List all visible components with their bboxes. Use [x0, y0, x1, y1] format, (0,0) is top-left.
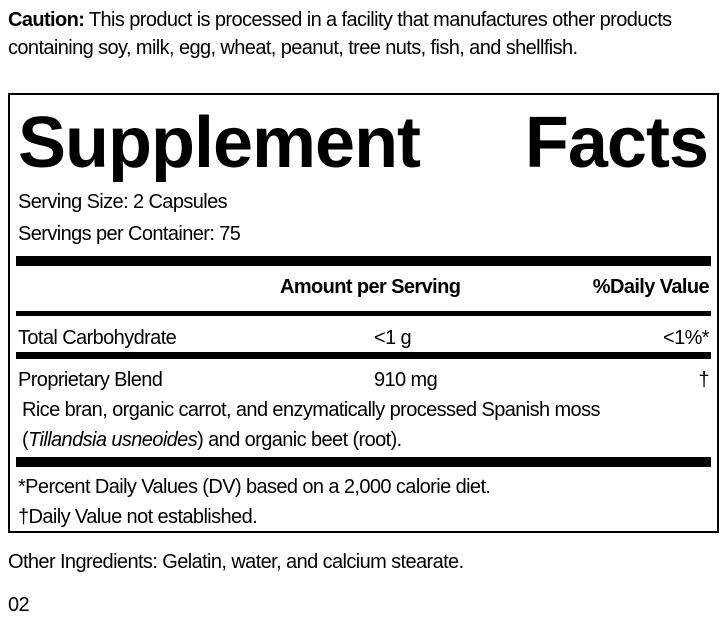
footnote-dagger: †Daily Value not established. [18, 506, 258, 528]
footnote-dv: *Percent Daily Values (DV) based on a 2,… [18, 476, 491, 498]
divider-thick [16, 352, 711, 359]
servings-per-container: Servings per Container: 75 [18, 223, 241, 245]
nutrient-dv: <1%* [663, 327, 710, 349]
supplement-facts-panel: Supplement Facts Serving Size: 2 Capsules… [8, 93, 719, 533]
divider-thick [16, 256, 711, 266]
nutrient-row: Proprietary Blend 910 mg † [18, 366, 710, 394]
latin-name: Tillandsia usneoides [28, 429, 198, 451]
nutrient-name: Proprietary Blend [18, 369, 163, 391]
title-word-1: Supplement [18, 103, 421, 183]
nutrient-dv: † [698, 369, 709, 391]
title-word-2: Facts [524, 103, 709, 183]
other-ingredients: Other Ingredients: Gelatin, water, and c… [8, 551, 464, 573]
blend-description-line-1: Rice bran, organic carrot, and enzymatic… [22, 399, 600, 421]
header-amount: Amount per Serving [280, 276, 461, 298]
caution-statement: Caution: This product is processed in a … [8, 6, 713, 62]
divider-thick [16, 457, 711, 467]
page-number: 02 [8, 594, 30, 616]
header-dv: %Daily Value [592, 276, 710, 298]
nutrient-row: Total Carbohydrate <1 g <1%* [18, 324, 710, 352]
nutrient-name: Total Carbohydrate [18, 327, 177, 349]
column-headers: Amount per Serving %Daily Value [18, 273, 710, 301]
nutrient-amount: <1 g [374, 327, 412, 349]
blend-description-line-2: (Tillandsia usneoides) and organic beet … [22, 426, 709, 454]
paren: ( [22, 429, 29, 451]
caution-text: This product is processed in a facility … [8, 9, 672, 59]
nutrient-amount: 910 mg [374, 369, 438, 391]
serving-size: Serving Size: 2 Capsules [18, 191, 228, 213]
panel-title: Supplement Facts [18, 95, 709, 191]
caution-label: Caution: [8, 9, 85, 31]
blend-description-rest: ) and organic beet (root). [197, 429, 402, 451]
divider-medium [16, 311, 711, 316]
